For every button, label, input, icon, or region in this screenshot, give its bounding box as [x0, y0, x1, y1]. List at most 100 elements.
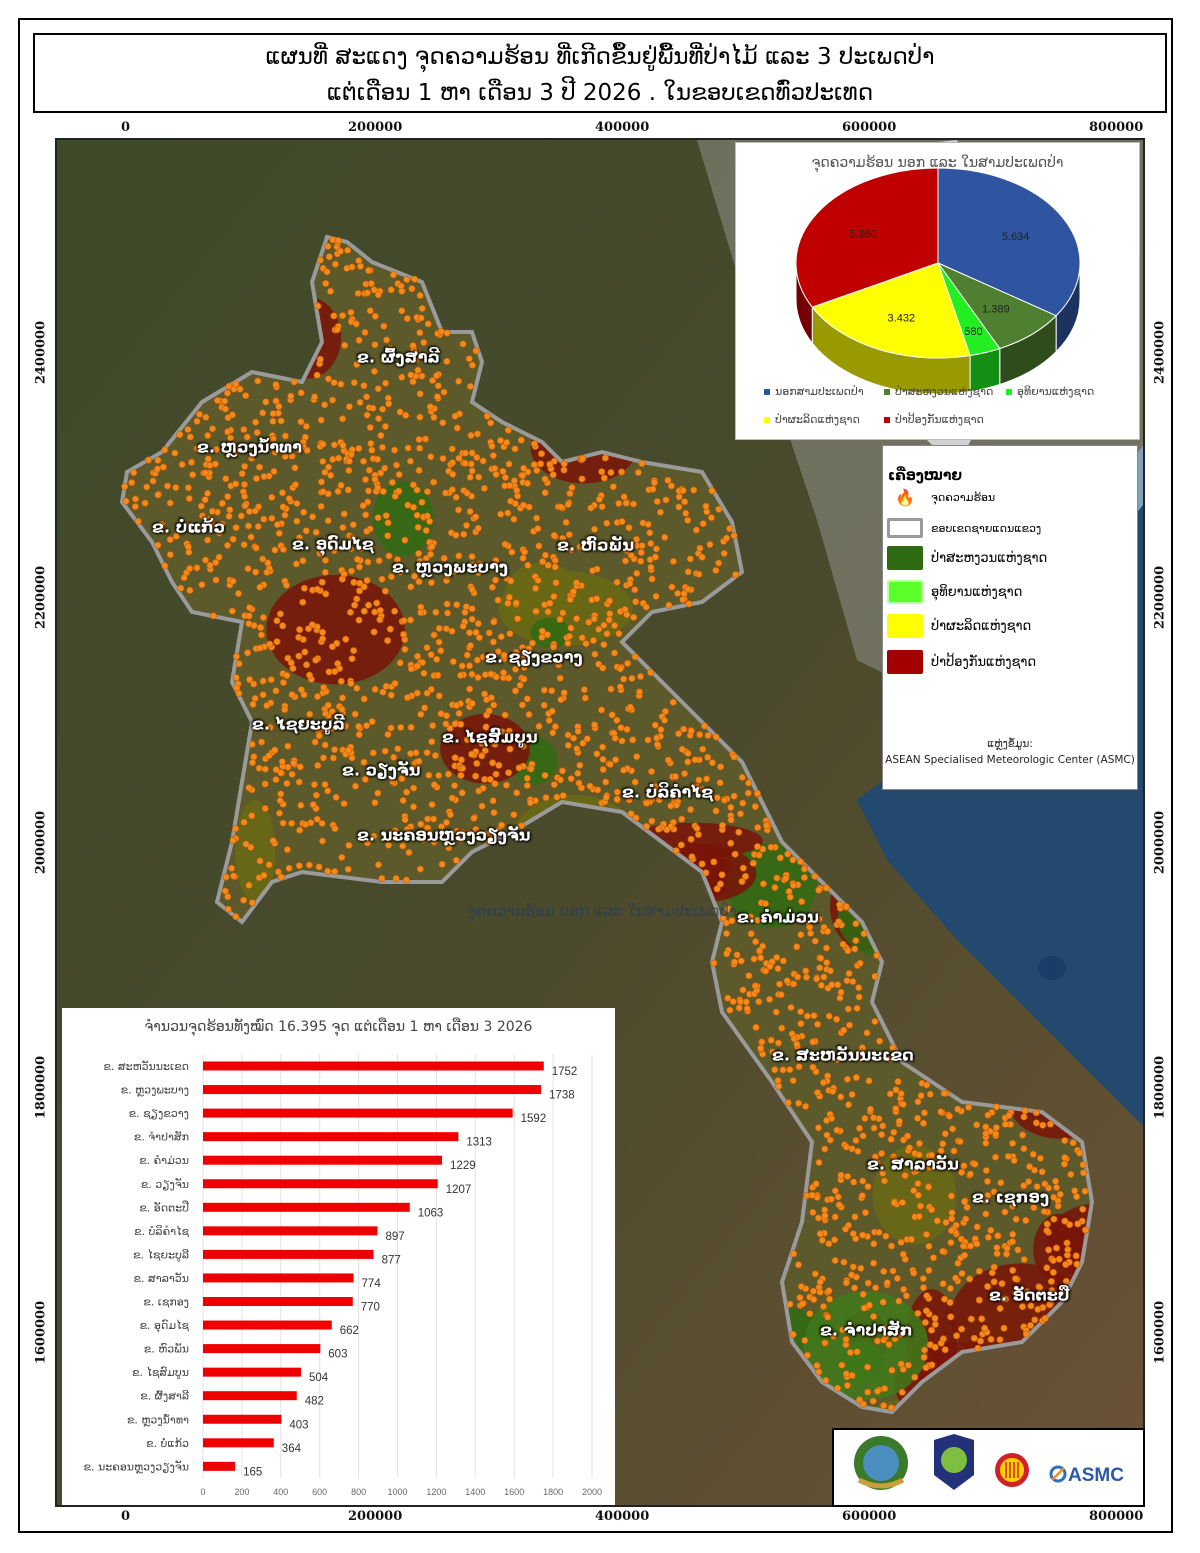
hotspot-marker [295, 633, 303, 641]
hotspot-marker [403, 276, 411, 284]
hotspot-marker [281, 706, 289, 714]
hotspot-marker [981, 1196, 989, 1204]
hotspot-marker [605, 616, 613, 624]
pie-data-label: 5.360 [849, 229, 877, 241]
hotspot-marker [953, 1332, 961, 1340]
hotspot-marker [398, 775, 406, 783]
hotspot-marker [472, 347, 480, 355]
hotspot-marker [942, 1218, 950, 1226]
hotspot-marker [865, 1077, 873, 1085]
hotspot-marker [353, 595, 361, 603]
hotspot-marker [468, 699, 476, 707]
map-title: ແຜນທີ່ ສະແດງ ຈຸດຄວາມຮ້ອນ ທີ່ເກີດຂຶ້ນຢູ່ພ… [33, 33, 1167, 113]
hotspot-marker [371, 312, 379, 320]
hotspot-marker [435, 638, 443, 646]
hotspot-marker [1082, 1226, 1090, 1234]
hotspot-marker [356, 545, 364, 553]
hotspot-marker [517, 822, 525, 830]
hotspot-marker [351, 710, 359, 718]
hotspot-marker [228, 864, 236, 872]
hotspot-marker [254, 377, 262, 385]
hotspot-marker [212, 558, 220, 566]
northing-tick-label: 2200000 [1152, 565, 1168, 630]
hotspot-marker [281, 452, 289, 460]
hotspot-marker [1046, 1301, 1054, 1309]
hotspot-marker [487, 419, 495, 427]
hotspot-marker [739, 864, 747, 872]
hotspot-marker [333, 713, 341, 721]
hotspot-marker [923, 1081, 931, 1089]
hotspot-marker [982, 1167, 990, 1175]
hotspot-marker [939, 1280, 947, 1288]
bar [203, 1438, 274, 1448]
hotspot-marker [218, 499, 226, 507]
hotspot-marker [819, 1078, 827, 1086]
hotspot-marker [796, 1294, 804, 1302]
hotspot-marker [385, 400, 393, 408]
hotspot-marker [1020, 1145, 1028, 1153]
hotspot-marker [449, 658, 457, 666]
hotspot-marker [251, 507, 259, 515]
hotspot-marker [161, 446, 169, 454]
hotspot-marker [384, 519, 392, 527]
hotspot-marker [828, 981, 836, 989]
hotspot-marker [338, 853, 346, 861]
hotspot-marker [831, 1257, 839, 1265]
hotspot-marker [1066, 1221, 1074, 1229]
hotspot-marker [468, 615, 476, 623]
hotspot-marker [324, 242, 332, 250]
hotspot-marker [838, 1361, 846, 1369]
hotspot-marker [468, 750, 476, 758]
hotspot-marker [375, 557, 383, 565]
hotspot-marker [461, 449, 469, 457]
hotspot-marker [726, 525, 734, 533]
hotspot-marker [607, 685, 615, 693]
hotspot-marker [297, 418, 305, 426]
hotspot-marker [976, 1337, 984, 1345]
hotspot-marker [252, 544, 260, 552]
northing-tick-label: 1600000 [1152, 1300, 1168, 1365]
hotspot-marker [256, 857, 264, 865]
bar [203, 1108, 513, 1118]
hotspot-marker [599, 765, 607, 773]
hotspot-marker [826, 1136, 834, 1144]
hotspot-marker [649, 485, 657, 493]
hotspot-marker [202, 556, 210, 564]
hotspot-marker [990, 1263, 998, 1271]
hotspot-marker [450, 782, 458, 790]
hotspot-marker [761, 900, 769, 908]
hotspot-marker [261, 765, 269, 773]
hotspot-marker [633, 753, 641, 761]
hotspot-marker [803, 1351, 811, 1359]
hotspot-marker [717, 763, 725, 771]
hotspot-marker [1060, 1288, 1068, 1296]
hotspot-marker [345, 403, 353, 411]
hotspot-marker [252, 418, 260, 426]
hotspot-marker [391, 607, 399, 615]
hotspot-marker [462, 521, 470, 529]
hotspot-marker [776, 854, 784, 862]
hotspot-marker [340, 570, 348, 578]
hotspot-marker [323, 268, 331, 276]
hotspot-marker [1030, 1204, 1038, 1212]
hotspot-marker [343, 264, 351, 272]
hotspot-marker [257, 623, 265, 631]
hotspot-marker [629, 500, 637, 508]
province-label: ຂ. ຫຼວງພະບາງ [392, 557, 508, 577]
hotspot-marker [809, 1038, 817, 1046]
hotspot-marker [209, 425, 217, 433]
hotspot-marker [440, 554, 448, 562]
hotspot-marker [393, 556, 401, 564]
hotspot-marker [544, 561, 552, 569]
hotspot-marker [1022, 1330, 1030, 1338]
hotspot-marker [920, 1346, 928, 1354]
hotspot-marker [974, 1344, 982, 1352]
hotspot-marker [871, 1153, 879, 1161]
category-label: ຂ. ໄຊສົມບູນ [132, 1366, 189, 1379]
hotspot-marker [326, 287, 334, 295]
hotspot-marker [508, 548, 516, 556]
hotspot-marker [859, 1132, 867, 1140]
province-label: ຂ. ໄຊຍະບູລີ [252, 714, 345, 734]
hotspot-marker [825, 1012, 833, 1020]
hotspot-marker [489, 759, 497, 767]
